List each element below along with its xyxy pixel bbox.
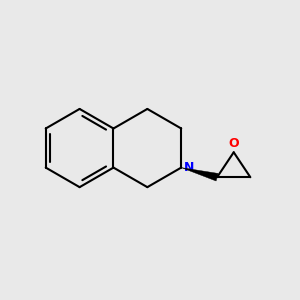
Text: O: O [228, 136, 239, 149]
Text: N: N [184, 161, 195, 174]
Polygon shape [181, 168, 218, 181]
